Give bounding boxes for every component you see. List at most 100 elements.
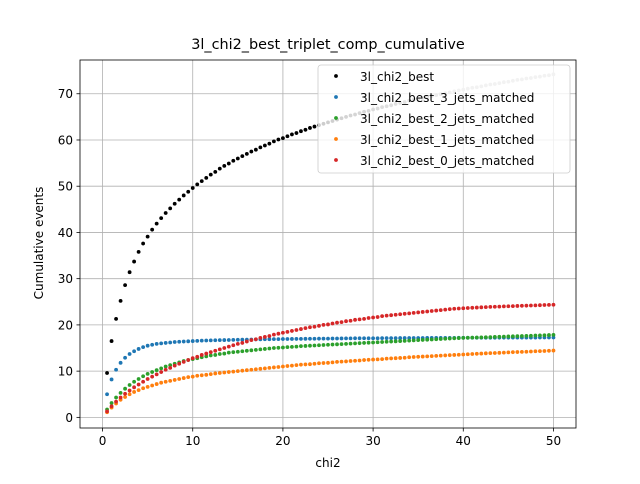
data-point [123,355,127,360]
data-point [204,175,209,180]
data-point [222,346,227,350]
data-point [362,341,366,345]
data-point [163,367,168,372]
data-point [190,339,195,343]
data-point [524,349,529,354]
data-point [366,340,371,345]
data-point [258,366,263,371]
data-point [425,354,430,359]
data-point [357,317,362,322]
data-point [199,179,204,184]
data-point [267,337,272,342]
data-point [262,143,267,148]
data-point [258,347,263,352]
data-point [235,369,240,374]
data-point [181,339,186,344]
data-point [506,304,511,309]
data-point [411,355,416,359]
data-point [213,338,218,343]
series-4 [105,302,556,414]
legend-marker [334,137,338,141]
data-point [443,307,448,312]
data-point [443,336,448,341]
data-point [141,374,146,379]
data-point [199,353,204,357]
data-point [141,345,146,349]
data-point [344,336,348,341]
data-point [533,333,538,338]
x-tick-label: 10 [185,434,200,448]
data-point [231,337,236,342]
data-point [420,310,425,314]
data-point [456,306,461,311]
data-point [276,345,281,350]
data-point [488,351,493,356]
data-point [547,302,551,307]
data-point [262,335,267,339]
data-point [447,353,452,358]
data-point [217,166,222,171]
data-point [371,357,375,362]
data-point [353,336,357,341]
data-point [231,350,236,355]
data-point [213,169,218,174]
data-point [344,319,348,324]
data-point [384,339,389,344]
data-point [244,348,249,353]
data-point [285,337,290,341]
data-point [222,338,227,342]
data-point [186,375,191,380]
data-point [533,349,538,354]
data-point [303,336,308,341]
data-point [326,342,330,347]
data-point [253,367,258,372]
data-point [344,341,348,346]
legend-label: 3l_chi2_best_1_jets_matched [360,133,534,147]
data-point [195,354,200,359]
data-point [208,338,213,343]
data-point [136,377,141,381]
data-point [339,320,344,325]
data-point [348,359,353,363]
data-point [181,193,186,198]
data-point [501,304,506,309]
data-point [398,356,403,360]
data-point [470,352,475,356]
data-point [159,216,164,221]
data-point [222,370,227,375]
data-point [483,305,488,310]
legend-marker [334,74,338,78]
y-tick-label: 50 [58,180,73,194]
data-point [141,379,146,384]
data-point [132,385,137,390]
data-point [317,343,321,348]
data-point [447,336,452,341]
data-point [290,344,294,349]
x-tick-label: 40 [456,434,471,448]
data-point [267,334,272,338]
data-point [271,139,276,144]
data-point [447,307,452,312]
data-point [258,145,263,150]
data-point [515,304,520,308]
data-point [154,382,159,386]
data-point [308,343,312,348]
data-point [519,350,524,354]
data-point [551,348,556,353]
data-point [312,361,317,366]
data-point [141,241,146,246]
legend-marker [334,95,338,99]
data-point [235,156,240,161]
data-point [483,335,488,340]
data-point [407,338,412,343]
data-point [348,318,353,323]
data-point [145,343,150,348]
data-point [330,321,335,326]
data-point [497,304,502,309]
data-point [276,365,281,369]
data-point [529,333,533,338]
data-point [281,330,285,335]
data-point [123,391,127,396]
data-point [240,349,245,354]
